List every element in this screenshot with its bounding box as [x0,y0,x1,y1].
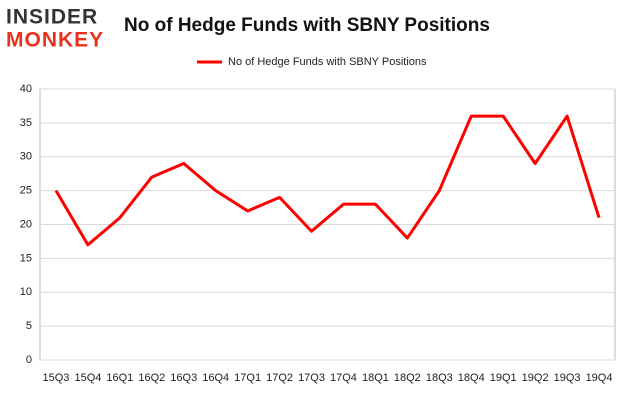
x-tick-label: 18Q3 [426,372,453,384]
x-tick-label: 17Q1 [234,372,261,384]
y-tick-label: 5 [26,320,32,332]
x-tick-label: 17Q4 [330,372,357,384]
y-tick-label: 40 [20,83,32,95]
x-tick-label: 17Q2 [266,372,293,384]
chart-title: No of Hedge Funds with SBNY Positions [124,15,490,36]
x-tick-label: 15Q3 [43,372,70,384]
y-tick-label: 30 [20,151,32,163]
y-tick-label: 10 [20,286,32,298]
legend-label: No of Hedge Funds with SBNY Positions [228,56,427,68]
y-tick-label: 20 [20,218,32,230]
y-tick-label: 0 [26,354,32,366]
x-tick-label: 16Q1 [106,372,133,384]
x-tick-label: 19Q2 [522,372,549,384]
series-line [54,114,601,247]
x-tick-label: 19Q1 [490,372,517,384]
x-tick-label: 18Q2 [394,372,421,384]
logo-line1: INSIDER [6,6,98,29]
x-tick-label: 18Q1 [362,372,389,384]
x-tick-label: 16Q3 [170,372,197,384]
x-tick-label: 19Q4 [586,372,613,384]
y-tick-label: 25 [20,185,32,197]
x-tick-label: 18Q4 [458,372,485,384]
x-tick-label: 17Q3 [298,372,325,384]
x-tick-label: 19Q3 [554,372,581,384]
x-tick-label: 15Q4 [74,372,101,384]
y-tick-label: 15 [20,252,32,264]
y-tick-label: 35 [20,117,32,129]
x-tick-label: 16Q2 [138,372,165,384]
logo-line2: MONKEY [6,29,104,52]
x-tick-label: 16Q4 [202,372,229,384]
